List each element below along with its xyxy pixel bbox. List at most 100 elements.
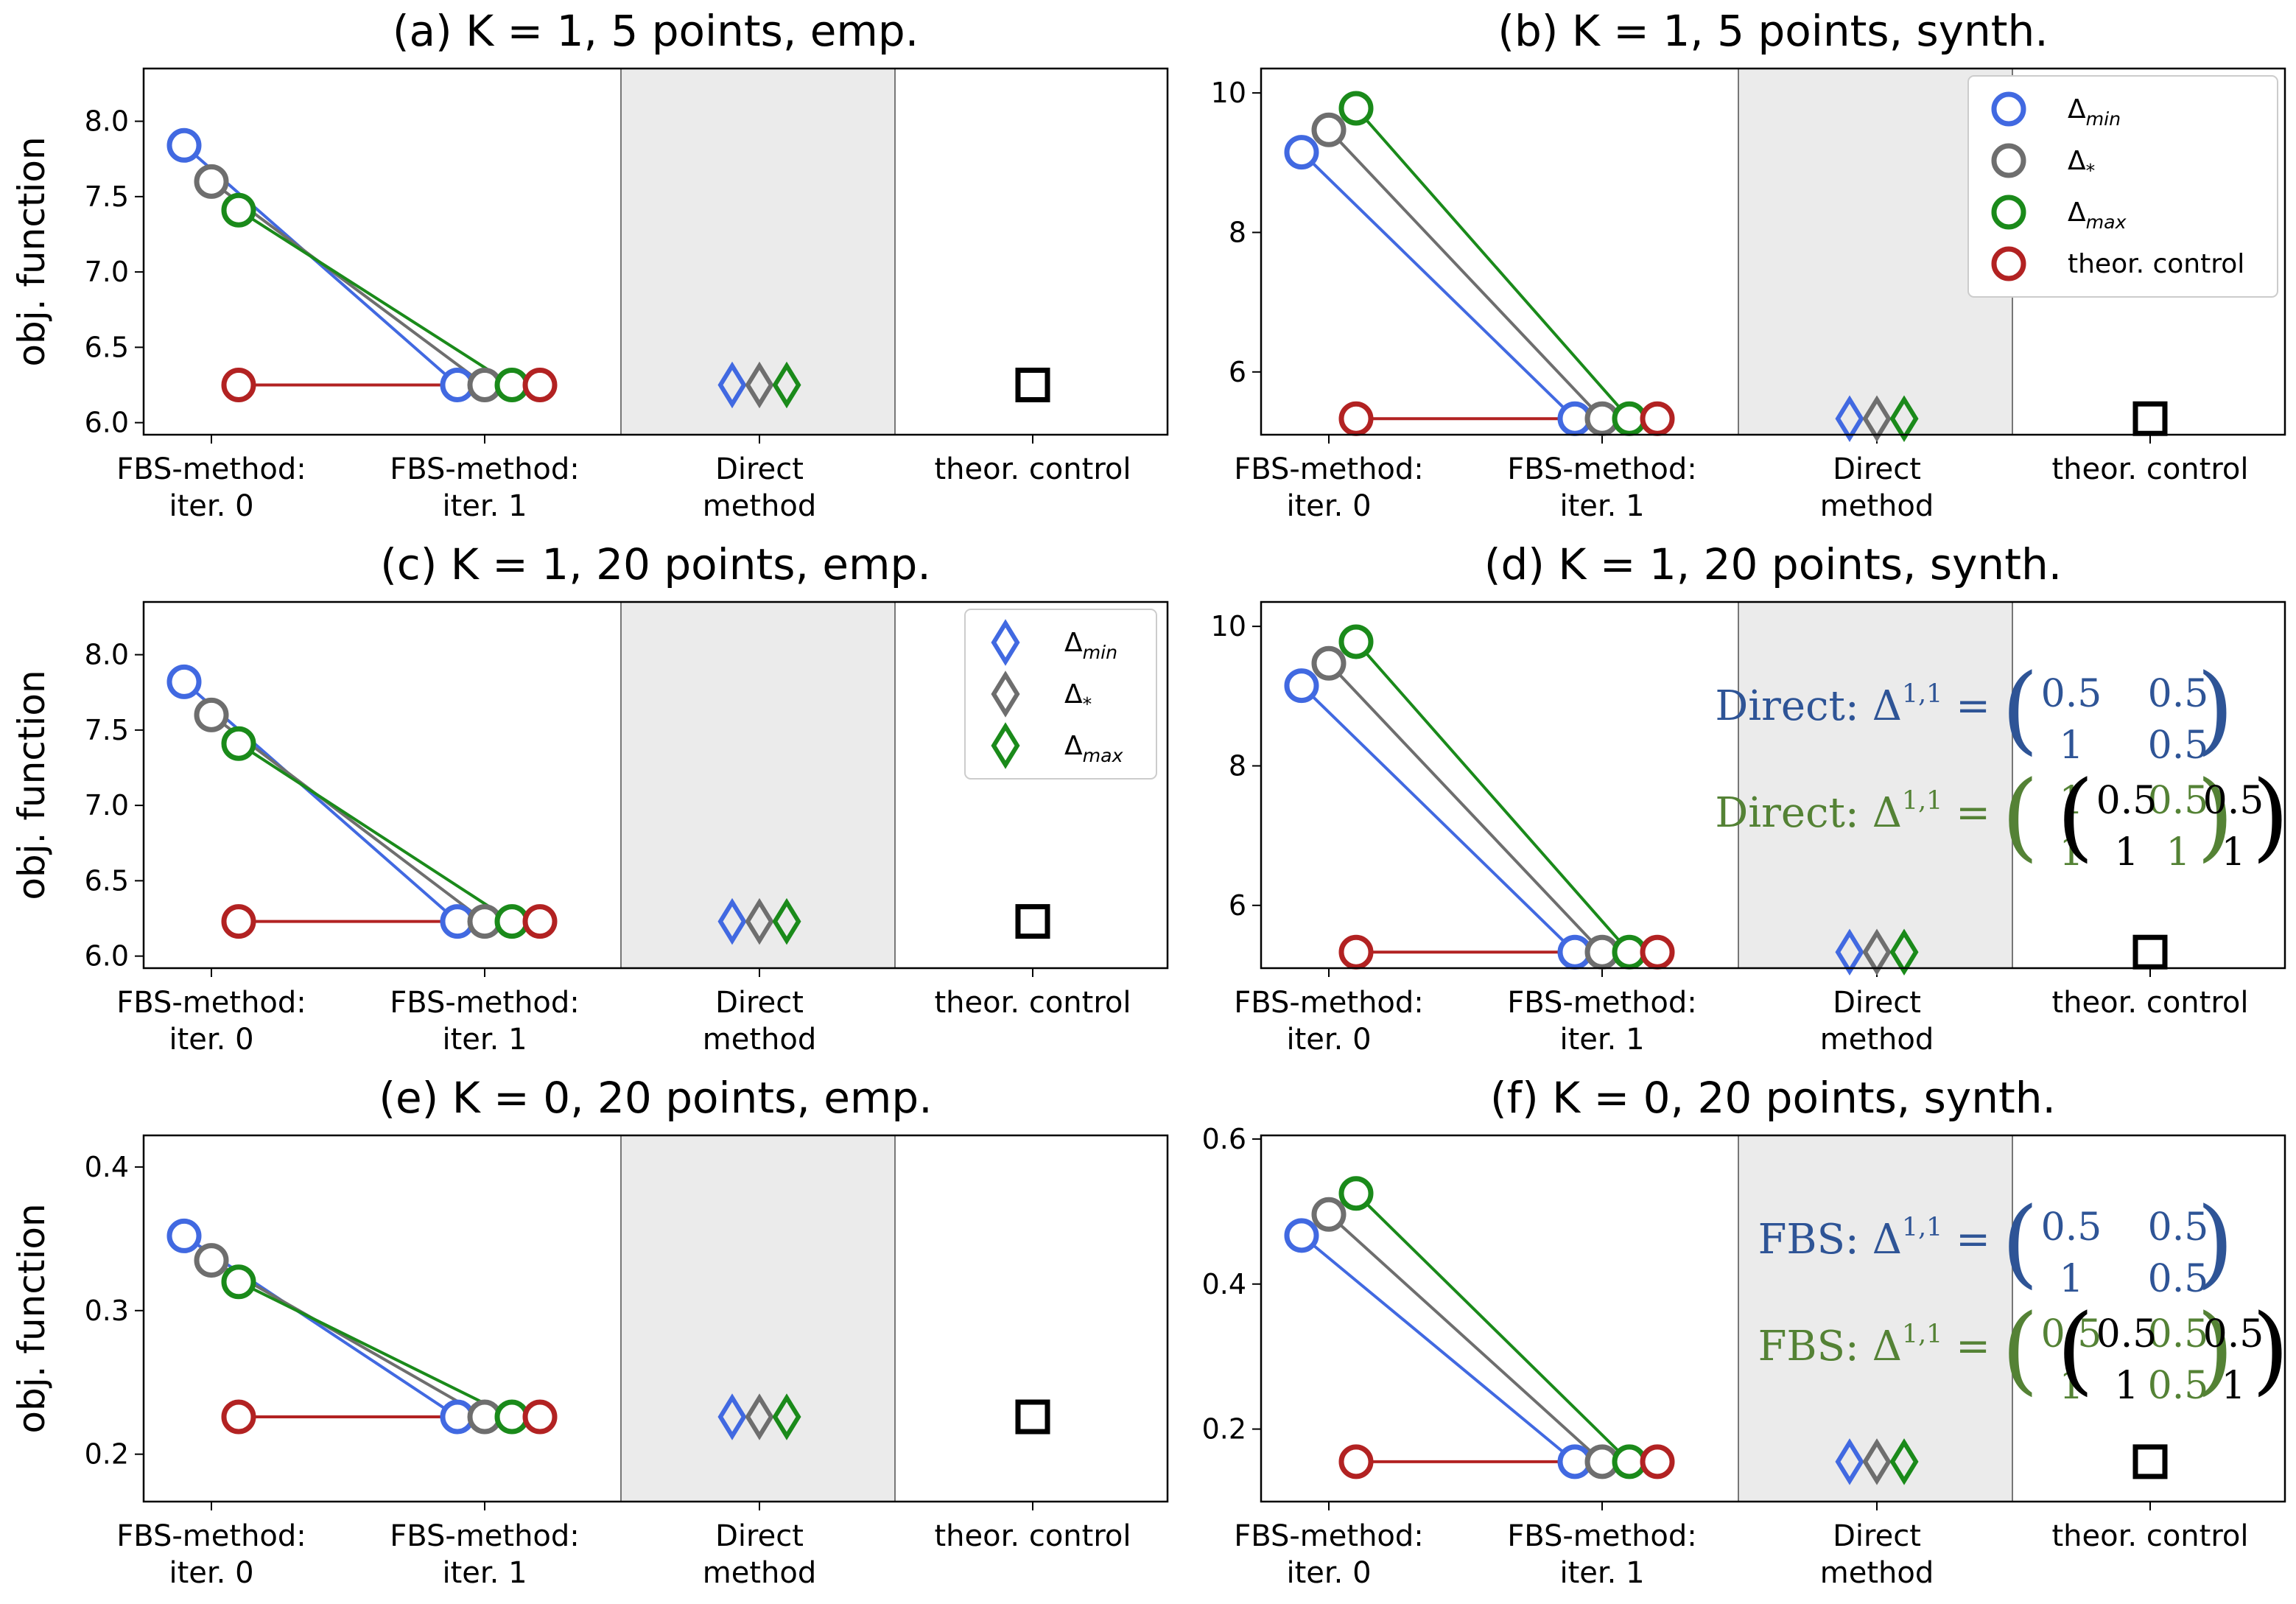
annotation-superscript: 1,1 [1902, 786, 1942, 816]
annotation-prefix: FBS: Δ [1758, 1323, 1902, 1370]
marker-iter1-theor-control [1640, 1444, 1675, 1479]
matrix-entry: 0.5 [2148, 1364, 2209, 1408]
legend-label-sub: * [2086, 160, 2096, 181]
series-line-delta-max [237, 742, 513, 923]
panel-e: (e) K = 0, 20 points, emp. obj. function 0… [10, 1073, 1169, 1590]
x-tick-label: method [703, 1023, 816, 1057]
y-tick-label: 0.2 [1202, 1413, 1246, 1446]
matrix-entry: 1 [2059, 779, 2083, 823]
marker-direct-delta-min [1835, 928, 1864, 976]
series-line-delta-max [1355, 107, 1631, 420]
legend-label-base: Δ [2068, 146, 2086, 176]
matrix-entry: 1 [2059, 724, 2083, 768]
marker-iter0-theor-control [221, 904, 256, 939]
matrix-entry: 0.5 [2041, 672, 2102, 716]
x-tick-label: iter. 1 [1559, 489, 1644, 523]
matrix-entry: 0.5 [2148, 779, 2209, 823]
annotation-superscript: 1,1 [1902, 1320, 1942, 1349]
legend-label-base: theor. control [2068, 249, 2244, 279]
marker-direct-delta-star [1862, 395, 1892, 442]
matrix-entry: 0.5 [2148, 1312, 2209, 1356]
matrix-entry: 0.5 [2148, 672, 2209, 716]
legend-marker [991, 670, 1020, 718]
panel-title: (b) K = 1, 5 points, synth. [1498, 6, 2048, 56]
y-tick-label: 6.0 [85, 407, 129, 439]
x-tick-label: iter. 1 [442, 1556, 527, 1590]
x-tick-label: method [703, 1556, 816, 1590]
direct-region-shade [621, 1135, 895, 1502]
marker-iter1-theor-control [1640, 934, 1675, 970]
x-tick-label: method [1820, 1556, 1934, 1590]
marker-iter0-delta-max [221, 726, 256, 761]
series-line-delta-star [210, 180, 486, 387]
matrix-entry: 1 [2059, 830, 2083, 875]
marker-direct-delta-max [1889, 1438, 1919, 1485]
annotation-superscript: 1,1 [1902, 679, 1942, 709]
series-line-delta-min [183, 1234, 459, 1418]
marker-iter1-delta-max [1612, 1444, 1647, 1479]
x-tick-label: iter. 0 [1286, 1556, 1371, 1590]
marker-iter0-delta-min [166, 127, 202, 163]
x-tick-label: FBS-method: [390, 452, 580, 486]
direct-region-shade [621, 69, 895, 435]
marker-direct-delta-min [717, 1393, 747, 1440]
annotation-label: Direct: Δ1,1 = [1715, 786, 1990, 837]
legend-label: Δmax [2068, 197, 2127, 233]
x-tick-label: FBS-method: [1507, 1519, 1697, 1553]
matrix-entry: 0.5 [2148, 1257, 2209, 1301]
y-tick-label: 10 [1211, 610, 1246, 642]
x-tick-label: method [1820, 1023, 1934, 1057]
y-tick-label: 0.6 [1202, 1123, 1246, 1155]
matrix-entry: 1 [2221, 1364, 2245, 1408]
marker-iter0-theor-control [1338, 934, 1374, 970]
x-tick-label: iter. 0 [169, 1556, 253, 1590]
marker-direct-delta-star [1862, 1438, 1892, 1485]
legend-box [1967, 75, 2278, 298]
y-tick-label: 6.5 [85, 331, 129, 363]
x-tick-label: iter. 1 [442, 1023, 527, 1057]
y-tick-label: 0.2 [85, 1438, 129, 1471]
x-tick-label: iter. 0 [169, 489, 253, 523]
axes-frame [1260, 1134, 2286, 1503]
marker-iter0-delta-max [1338, 1176, 1374, 1211]
marker-iter0-delta-max [1338, 624, 1374, 659]
series-line-delta-star [210, 713, 486, 923]
panel-d: (d) K = 1, 20 points, synth. 6 8 10 FBS-meth… [1211, 539, 2289, 1057]
series-line-delta-min [183, 680, 459, 923]
legend-label-base: Δ [1064, 679, 1083, 710]
legend-marker [1991, 246, 2026, 281]
axes-frame [142, 600, 1169, 970]
panel-title: (e) K = 0, 20 points, emp. [379, 1073, 932, 1123]
panel-f: (f) K = 0, 20 points, synth. 0.2 0.4 0.6 FBS… [1202, 1073, 2289, 1590]
x-tick-label: FBS-method: [1234, 452, 1424, 486]
series-line-delta-max [1355, 640, 1631, 953]
series-line-delta-star [1327, 1213, 1604, 1463]
annotation: FBS: Δ1,1 =()0.5 0.51 0.5 [1758, 1186, 2234, 1301]
marker-theor-control-square [1015, 904, 1050, 939]
x-tick-label: theor. control [2052, 986, 2249, 1020]
matrix-paren-right: ) [2252, 1293, 2289, 1405]
legend-label-sub: max [2086, 211, 2127, 233]
y-tick-label: 0.4 [1202, 1268, 1246, 1300]
matrix-entry: 1 [2166, 830, 2190, 875]
annotation-prefix: Direct: Δ [1715, 789, 1902, 837]
y-tick-label: 0.3 [85, 1295, 129, 1327]
annotation-equals: = [1942, 789, 1990, 837]
annotation-prefix: Direct: Δ [1715, 682, 1902, 730]
matrix-entry: 1 [2221, 830, 2245, 875]
annotation-label: Direct: Δ1,1 = [1715, 679, 1990, 730]
marker-iter1-delta-max [494, 1399, 530, 1435]
matrix-entry: 0.5 [2041, 1312, 2102, 1356]
marker-iter1-delta-max [494, 368, 530, 403]
marker-iter0-delta-star [1311, 645, 1347, 681]
legend-label: Δmin [1064, 628, 1117, 663]
matrix-entry: 0.5 [2148, 1205, 2209, 1250]
marker-iter1-delta-max [494, 904, 530, 939]
annotation-label: FBS: Δ1,1 = [1758, 1320, 1990, 1370]
marker-direct-delta-min [1835, 1438, 1864, 1485]
marker-direct-delta-max [772, 897, 801, 945]
marker-direct-delta-min [717, 361, 747, 409]
matrix-paren-right: ) [2197, 760, 2234, 872]
matrix-paren-left: ( [2001, 1186, 2039, 1298]
marker-iter1-theor-control [1640, 401, 1675, 436]
